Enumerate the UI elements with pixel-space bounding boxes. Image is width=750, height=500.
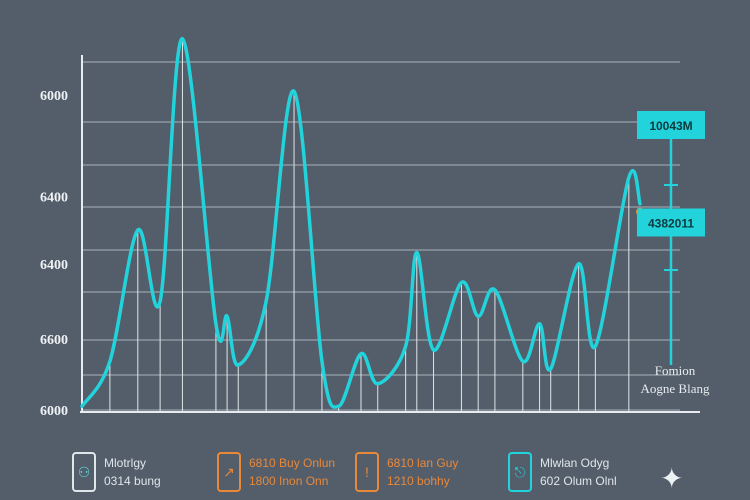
arrow-icon: ↗: [217, 452, 241, 492]
series-line: [80, 36, 642, 409]
person-icon: ⚇: [72, 452, 96, 492]
callout-label: 4382011: [648, 217, 694, 231]
annotation-line2: Aogne Blang: [640, 381, 710, 396]
device-icon: ⎋: [508, 452, 532, 492]
callout-label: 10043M: [649, 119, 692, 133]
callout-box: [637, 111, 705, 139]
annotation-line1: Fomion: [654, 363, 696, 378]
legend-value: 0314 bung: [104, 474, 161, 488]
y-tick-label: 6000: [40, 89, 68, 104]
legend-item-1: ⚇ Mlotrlgy 0314 bung: [72, 452, 161, 492]
legend-value: 1800 Inon Onn: [249, 474, 329, 488]
legend-item-2: ↗ 6810 Buy Onlun 1800 Inon Onn: [217, 452, 335, 492]
callout-box: [637, 208, 705, 237]
legend-label: 6810 lan Guy: [387, 456, 459, 470]
y-tick-label: 6400: [40, 258, 68, 273]
legend-label: Mlwlan Odyg: [540, 456, 610, 470]
axis-annotation: Fomion Aogne Blang: [630, 362, 720, 398]
legend-item-4: ⎋ Mlwlan Odyg 602 Olum Olnl: [508, 452, 617, 492]
legend-item-3: ! 6810 lan Guy 1210 bohhy: [355, 452, 458, 492]
y-tick-label: 6000: [40, 404, 68, 419]
legend-value: 1210 bohhy: [387, 474, 450, 488]
sparkle-icon: ✦: [660, 463, 684, 494]
legend-label: Mlotrlgy: [104, 456, 147, 470]
y-tick-label: 6400: [40, 190, 68, 205]
alert-icon: !: [355, 452, 379, 492]
legend-label: 6810 Buy Onlun: [249, 456, 336, 470]
legend-value: 602 Olum Olnl: [540, 474, 617, 488]
y-tick-label: 6600: [40, 333, 68, 348]
